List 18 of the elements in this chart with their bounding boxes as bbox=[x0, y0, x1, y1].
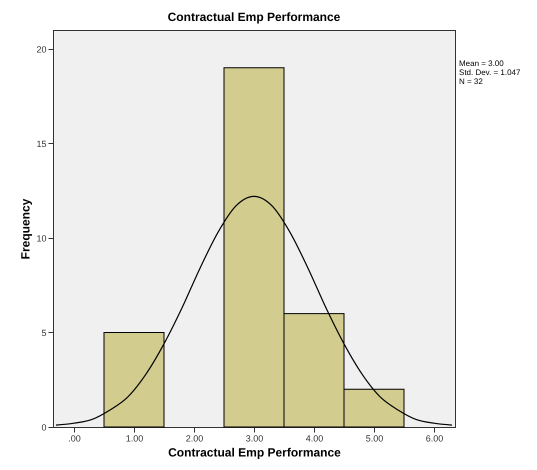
x-tick-label: 3.00 bbox=[246, 434, 264, 444]
text: Std. Dev. = 1.047 bbox=[459, 68, 521, 77]
text: Mean = 3.00 bbox=[459, 59, 504, 68]
chart-title: Contractual Emp Performance bbox=[168, 10, 341, 24]
x-tick-label: 6.00 bbox=[426, 434, 444, 444]
y-tick-label: 10 bbox=[36, 233, 46, 244]
y-tick-label: 5 bbox=[41, 328, 46, 338]
y-axis-title: Frequency bbox=[18, 198, 32, 260]
x-tick-label: 5.00 bbox=[366, 434, 384, 444]
y-tick-label: 15 bbox=[36, 138, 46, 149]
y-tick-label: 0 bbox=[41, 422, 46, 432]
x-tick-label: 4.00 bbox=[306, 434, 324, 444]
y-tick-label: 20 bbox=[36, 44, 46, 54]
x-tick-label: 2.00 bbox=[186, 434, 204, 444]
x-tick-label: 1.00 bbox=[126, 434, 144, 444]
x-tick-label: .00 bbox=[68, 434, 81, 444]
text: N = 32 bbox=[459, 77, 484, 86]
x-axis-title: Contractual Emp Performance bbox=[168, 446, 342, 460]
